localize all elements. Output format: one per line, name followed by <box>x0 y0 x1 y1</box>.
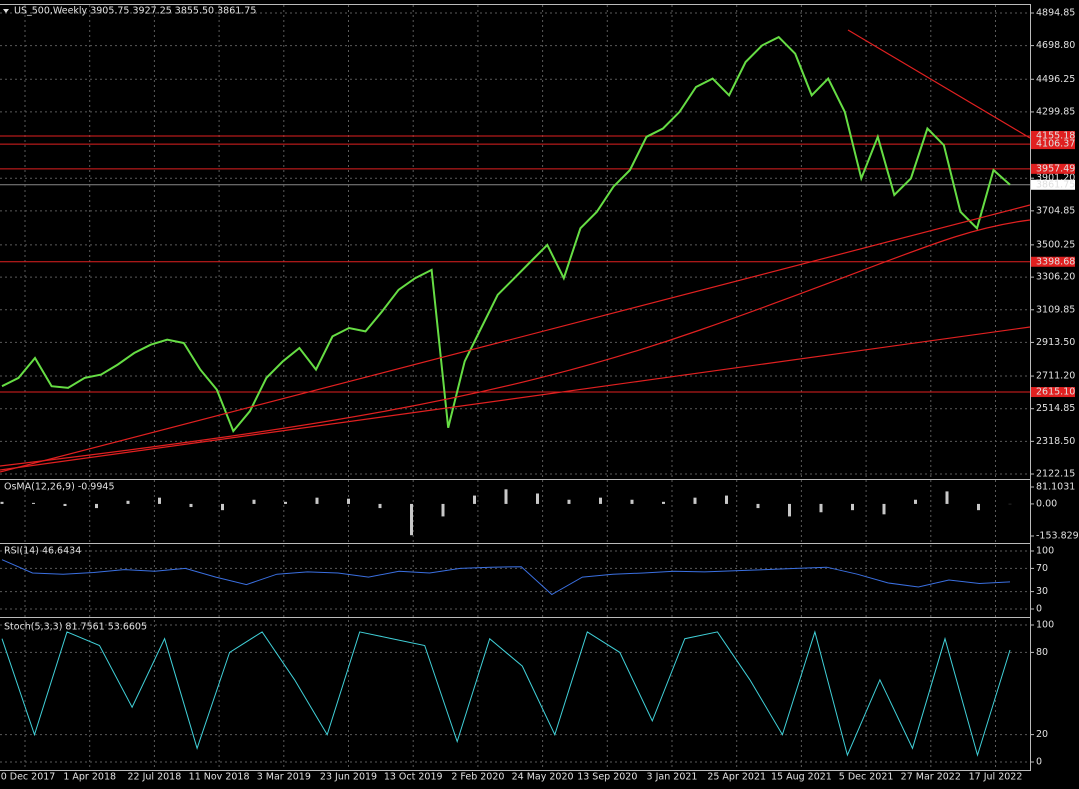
level-label-box <box>1031 163 1075 174</box>
current-price-label: 3861.75 <box>1036 179 1075 190</box>
y-tick-label: 2913.50 <box>1036 337 1075 348</box>
stoch-label: Stoch(5,3,3) 81.7561 53.6605 <box>4 622 147 633</box>
y-tick-label: -153.8293 <box>1036 531 1079 542</box>
y-tick-label: 100 <box>1036 620 1054 631</box>
y-tick-label: 20 <box>1036 729 1048 740</box>
plot <box>0 35 1030 757</box>
x-tick-label: 10 Dec 2017 <box>0 772 55 783</box>
level-label-box <box>1031 139 1075 150</box>
y-tick-label: 2514.85 <box>1036 403 1075 414</box>
y-tick-label: 0 <box>1036 757 1042 768</box>
stoch-line <box>1 630 1011 757</box>
x-tick-label: 17 Jul 2022 <box>969 772 1023 783</box>
y-tick-label: 2122.15 <box>1036 469 1075 480</box>
osma-label: OsMA(12,26,9) -0.9945 <box>4 482 114 493</box>
y-tick-label: 0.00 <box>1036 498 1057 509</box>
y-tick-label: 2711.20 <box>1036 371 1075 382</box>
trend-line <box>0 204 1031 473</box>
grid <box>0 5 1030 770</box>
symbol-header: US_500,Weekly 3905.75 3927.25 3855.50 38… <box>14 6 256 17</box>
trend-line <box>0 326 1031 471</box>
level-label-box <box>1031 387 1075 398</box>
x-tick-label: 3 Mar 2019 <box>257 772 311 783</box>
price-line <box>1 35 1011 434</box>
trend-line <box>847 29 1031 139</box>
moving-average <box>0 219 1031 467</box>
x-tick-label: 24 May 2020 <box>512 772 574 783</box>
drawn-objects <box>0 29 1031 473</box>
y-tick-label: 4299.85 <box>1036 106 1075 117</box>
y-tick-label: 3704.85 <box>1036 205 1075 216</box>
x-tick-label: 13 Oct 2019 <box>384 772 443 783</box>
y-tick-label: 0 <box>1036 604 1042 615</box>
y-tick-label: 2318.50 <box>1036 436 1075 447</box>
x-tick-label: 13 Sep 2020 <box>577 772 637 783</box>
level-label-box <box>1031 130 1075 141</box>
labels: US_500,Weekly 3905.75 3927.25 3855.50 38… <box>0 6 1079 783</box>
frames <box>0 4 1031 771</box>
rsi-line <box>1 559 1011 596</box>
x-tick-label: 11 Nov 2018 <box>189 772 250 783</box>
x-tick-label: 23 Jun 2019 <box>320 772 377 783</box>
level-label: 4106.37 <box>1036 139 1075 150</box>
level-label: 3398.68 <box>1036 256 1075 267</box>
y-tick-label: 80 <box>1036 647 1048 658</box>
x-tick-label: 22 Jul 2018 <box>128 772 182 783</box>
y-tick-label: 3109.85 <box>1036 304 1075 315</box>
x-tick-label: 3 Jan 2021 <box>647 772 698 783</box>
level-label: 2615.10 <box>1036 387 1075 398</box>
level-label: 4155.18 <box>1036 130 1075 141</box>
y-tick-label: 4894.85 <box>1036 8 1075 19</box>
x-tick-label: 15 Aug 2021 <box>771 772 832 783</box>
current-price-box <box>1031 179 1075 190</box>
x-tick-label: 5 Dec 2021 <box>839 772 894 783</box>
y-tick-label: 81.1031 <box>1036 482 1075 493</box>
level-label-box <box>1031 256 1075 267</box>
y-tick-label: 3500.25 <box>1036 239 1075 250</box>
x-tick-label: 27 Mar 2022 <box>901 772 961 783</box>
y-tick-label: 3306.20 <box>1036 272 1075 283</box>
y-tick-label: 30 <box>1036 586 1048 597</box>
y-tick-label: 4496.25 <box>1036 74 1075 85</box>
y-tick-label: 70 <box>1036 563 1048 574</box>
x-tick-label: 2 Feb 2020 <box>451 772 504 783</box>
y-tick-label: 3901.20 <box>1036 173 1075 184</box>
rsi-label: RSI(14) 46.6434 <box>4 546 81 557</box>
level-label: 3957.49 <box>1036 163 1075 174</box>
y-tick-label: 100 <box>1036 546 1054 557</box>
x-tick-label: 25 Apr 2021 <box>707 772 766 783</box>
y-tick-label: 4698.80 <box>1036 40 1075 51</box>
header-arrow <box>3 9 9 13</box>
x-tick-label: 1 Apr 2018 <box>63 772 116 783</box>
